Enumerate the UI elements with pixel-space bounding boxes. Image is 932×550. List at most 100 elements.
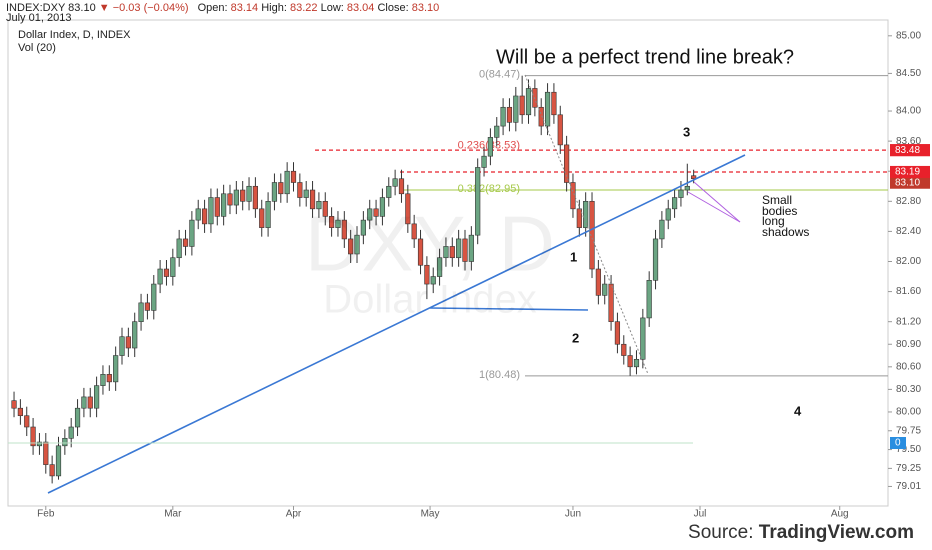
open: 83.14: [231, 2, 259, 14]
open-label: Open:: [198, 2, 228, 14]
candle-body: [100, 374, 106, 386]
y-tick-label: 82.80: [896, 196, 921, 207]
candle-body: [665, 208, 671, 221]
arrow: [693, 181, 741, 223]
y-tick-label: 79.25: [896, 463, 921, 474]
candle-body: [405, 193, 411, 225]
candle-body: [627, 355, 633, 368]
candle-body: [551, 91, 557, 116]
candle-body: [513, 95, 519, 123]
candle-body: [430, 276, 436, 285]
y-tick-label: 80.30: [896, 384, 921, 395]
fib-label: 0(84.47): [479, 69, 520, 81]
candle-body: [24, 415, 30, 428]
annotation: 3: [683, 124, 690, 139]
candle-body: [214, 197, 220, 217]
price-label: 83.19: [895, 167, 920, 178]
candle-body: [43, 441, 49, 465]
x-tick-label: Feb: [37, 509, 55, 520]
candle-body: [646, 280, 652, 319]
candle-body: [640, 317, 646, 360]
note: bodies: [762, 204, 797, 218]
candle-body: [278, 182, 284, 195]
candle-body: [557, 114, 563, 146]
fib-diagonal: [524, 74, 649, 375]
candle-body: [341, 219, 347, 240]
candle-body: [195, 208, 201, 221]
candle-body: [481, 155, 487, 168]
annotation: 4: [794, 403, 802, 418]
y-tick-label: 84.50: [896, 68, 921, 79]
candle-body: [138, 302, 144, 322]
candle-body: [691, 175, 697, 180]
legend-volume: Vol (20): [18, 42, 56, 54]
candle-body: [595, 268, 601, 296]
candle-body: [354, 234, 360, 255]
y-tick-label: 85.00: [896, 30, 921, 41]
candle-body: [113, 355, 119, 383]
y-tick-label: 81.60: [896, 286, 921, 297]
candle-body: [360, 219, 366, 236]
candle-body: [519, 95, 525, 116]
candle-body: [671, 197, 678, 210]
candle-body: [443, 246, 449, 259]
candle-body: [652, 238, 659, 281]
candle-body: [621, 343, 627, 356]
candle-body: [265, 201, 271, 228]
candle-body: [487, 137, 493, 157]
candle-body: [614, 321, 621, 345]
candle-body: [633, 358, 640, 368]
candle-body: [335, 219, 341, 228]
candle-body: [322, 201, 328, 217]
annotation: 2: [572, 330, 579, 345]
candle-body: [189, 219, 195, 247]
x-tick-label: Jul: [694, 509, 707, 520]
y-tick-label: 84.00: [896, 106, 921, 117]
candle-body: [608, 283, 614, 322]
header: INDEX:DXY 83.10 ▼ −0.03 (−0.04%) Open: 8…: [6, 2, 439, 14]
x-tick-label: Aug: [831, 509, 849, 520]
candle-body: [49, 464, 55, 477]
close: 83.10: [412, 2, 440, 14]
price-box: [890, 165, 930, 178]
y-tick-label: 82.00: [896, 256, 921, 267]
candle-body: [163, 268, 170, 277]
fib-label: 0.382(82.95): [458, 183, 520, 195]
candle-body: [182, 238, 189, 247]
y-tick-label: 80.60: [896, 361, 921, 372]
candle-body: [17, 407, 23, 417]
candle-body: [233, 189, 239, 206]
candle-body: [475, 167, 481, 236]
candle-body: [538, 106, 544, 127]
volume-zero-box: [890, 437, 906, 449]
y-tick-label: 83.60: [896, 136, 921, 147]
candle-body: [68, 426, 74, 439]
candle-body: [417, 238, 424, 266]
candle-body: [379, 197, 386, 217]
candle-body: [208, 197, 214, 225]
date: July 01, 2013: [6, 12, 71, 24]
candle-body: [106, 374, 112, 383]
candle-body: [424, 264, 430, 285]
annotation: 1: [570, 249, 577, 264]
last: 83.10: [68, 2, 96, 14]
price-label: 83.10: [895, 177, 920, 188]
candle-body: [329, 216, 335, 228]
fib-label: 1(80.48): [479, 369, 520, 381]
candle-body: [87, 396, 93, 409]
candle-body: [564, 144, 570, 183]
candle-body: [290, 170, 297, 183]
candle-body: [602, 283, 608, 296]
candle-body: [55, 445, 62, 477]
source-prefix: Source:: [688, 522, 753, 543]
candle-body: [576, 208, 582, 228]
x-tick-label: Apr: [286, 509, 302, 520]
y-tick-label: 82.40: [896, 226, 921, 237]
candle-body: [284, 170, 290, 195]
low: 83.04: [347, 2, 375, 14]
candle-body: [176, 238, 182, 259]
horizontal-line: [429, 307, 589, 311]
change: −0.03 (−0.04%): [113, 2, 189, 14]
plot-frame: [7, 19, 889, 507]
source: Source: TradingView.com: [688, 522, 914, 543]
